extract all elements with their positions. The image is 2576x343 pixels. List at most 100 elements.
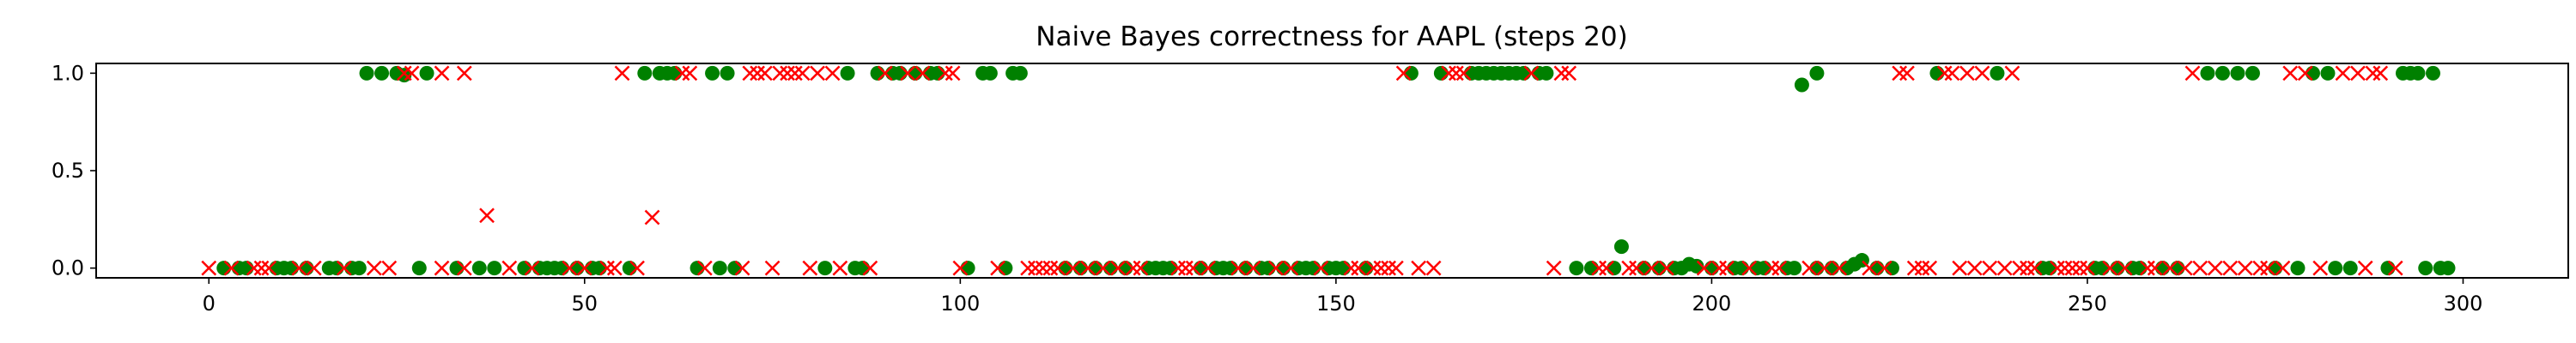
correct-point — [720, 65, 735, 81]
correct-point — [1163, 261, 1178, 276]
incorrect-point — [2260, 260, 2275, 276]
incorrect-point — [1944, 65, 1960, 81]
incorrect-point — [1906, 260, 1923, 276]
correct-point — [2042, 261, 2057, 276]
incorrect-point — [1801, 260, 1818, 276]
data-points — [201, 65, 2456, 276]
incorrect-point — [1080, 260, 1096, 276]
incorrect-point — [1832, 260, 1848, 276]
x-tick-label: 100 — [940, 292, 980, 316]
x-tick-label: 50 — [572, 292, 598, 316]
correct-point — [1757, 261, 1772, 276]
incorrect-point — [1425, 260, 1442, 276]
incorrect-point — [1974, 65, 1990, 81]
incorrect-point — [1020, 260, 1036, 276]
correct-point — [216, 261, 232, 276]
correct-point — [449, 261, 465, 276]
correct-point — [2110, 261, 2125, 276]
incorrect-point — [914, 65, 931, 81]
correct-point — [374, 65, 390, 81]
correct-point — [397, 68, 412, 83]
correct-point — [2170, 261, 2185, 276]
correct-point — [1583, 261, 1599, 276]
incorrect-point — [862, 260, 878, 276]
correct-point — [359, 65, 374, 81]
incorrect-point — [456, 65, 472, 81]
incorrect-point — [434, 65, 450, 81]
incorrect-point — [644, 209, 660, 226]
correct-point — [1884, 261, 1899, 276]
incorrect-point — [1629, 260, 1644, 276]
correct-point — [1569, 261, 1584, 276]
incorrect-point — [1621, 260, 1637, 276]
incorrect-point — [2372, 65, 2389, 81]
incorrect-point — [2222, 260, 2239, 276]
incorrect-point — [2012, 260, 2028, 276]
incorrect-point — [1441, 65, 1457, 81]
incorrect-point — [1741, 260, 1758, 276]
incorrect-point — [1313, 260, 1329, 276]
correct-point — [1990, 65, 2005, 81]
incorrect-point — [1095, 260, 1111, 276]
correct-point — [1734, 261, 1749, 276]
incorrect-point — [2350, 65, 2366, 81]
incorrect-point — [2147, 260, 2163, 276]
correct-point — [1689, 258, 1704, 274]
correct-point — [637, 65, 653, 81]
incorrect-point — [1816, 260, 1832, 276]
incorrect-point — [1922, 260, 1938, 276]
incorrect-point — [2102, 260, 2118, 276]
incorrect-point — [742, 65, 758, 81]
correct-point — [892, 65, 908, 81]
correct-point — [1238, 261, 1254, 276]
incorrect-point — [1267, 260, 1284, 276]
incorrect-point — [1200, 260, 1216, 276]
correct-point — [855, 261, 871, 276]
incorrect-point — [2387, 260, 2403, 276]
correct-point — [2245, 65, 2260, 81]
incorrect-point — [1959, 65, 1975, 81]
incorrect-point — [1771, 260, 1788, 276]
incorrect-point — [696, 260, 713, 276]
incorrect-point — [1876, 260, 1893, 276]
incorrect-point — [2117, 260, 2133, 276]
incorrect-point — [1449, 65, 1464, 81]
x-tick-label: 250 — [2068, 292, 2107, 316]
correct-point — [2418, 261, 2433, 276]
correct-point — [2320, 65, 2336, 81]
incorrect-point — [261, 260, 277, 276]
incorrect-point — [1719, 260, 1735, 276]
incorrect-point — [576, 260, 592, 276]
correct-point — [2425, 65, 2440, 81]
incorrect-point — [1411, 260, 1427, 276]
incorrect-point — [832, 260, 848, 276]
incorrect-point — [1996, 260, 2013, 276]
incorrect-point — [2184, 65, 2201, 81]
incorrect-point — [201, 260, 217, 276]
correct-point — [2380, 261, 2396, 276]
incorrect-point — [434, 260, 450, 276]
correct-point — [1929, 65, 1945, 81]
incorrect-point — [1982, 260, 1998, 276]
incorrect-point — [1561, 65, 1577, 81]
correct-point — [960, 261, 975, 276]
correct-point — [239, 261, 254, 276]
incorrect-point — [614, 65, 630, 81]
correct-point — [2305, 65, 2320, 81]
incorrect-point — [802, 260, 818, 276]
incorrect-point — [2020, 260, 2035, 276]
correct-point — [1824, 261, 1839, 276]
incorrect-point — [1899, 65, 1915, 81]
incorrect-point — [1185, 260, 1201, 276]
incorrect-point — [1952, 260, 1968, 276]
correct-point — [329, 261, 344, 276]
incorrect-point — [456, 260, 472, 276]
incorrect-point — [1027, 260, 1043, 276]
correct-point — [471, 261, 487, 276]
incorrect-point — [2080, 260, 2095, 276]
plot-area-frame — [95, 63, 2569, 279]
incorrect-point — [2282, 65, 2299, 81]
correct-point — [1651, 261, 1667, 276]
incorrect-point — [2275, 260, 2291, 276]
correct-point — [2328, 261, 2343, 276]
